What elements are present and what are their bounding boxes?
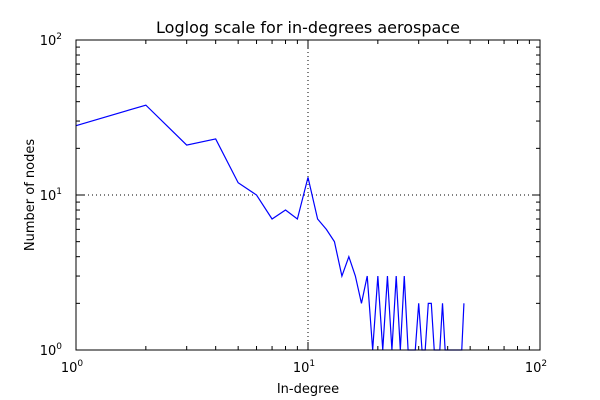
y-tick-label: 100 <box>40 342 63 359</box>
chart-title: Loglog scale for in-degrees aerospace <box>156 18 460 37</box>
grid-lines <box>76 40 540 350</box>
tick-labels: 100 101 102 100 101 102 <box>40 32 547 376</box>
series-line <box>75 104 465 351</box>
series-layer <box>75 104 465 351</box>
x-axis-label: In-degree <box>277 382 339 397</box>
x-tick-label: 101 <box>293 359 315 376</box>
y-axis-label: Number of nodes <box>23 139 38 251</box>
x-tick-label: 102 <box>525 359 547 376</box>
y-tick-label: 101 <box>40 187 62 204</box>
y-tick-label: 102 <box>40 32 62 49</box>
tick-marks <box>75 39 541 351</box>
x-tick-label: 100 <box>61 359 84 376</box>
